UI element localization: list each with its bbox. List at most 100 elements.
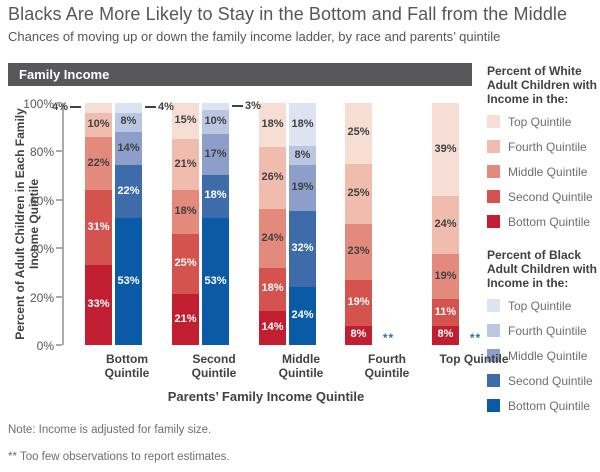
legend-item-label: Top Quintile [508,298,572,313]
segment-value-label: 8% [350,328,367,341]
segment-value-label: 24% [434,218,457,231]
segment-value-label: 22% [87,156,110,169]
bar-segment [85,265,112,345]
bar-segment [289,103,316,147]
segment-value-label: 53% [204,274,227,287]
legend-item-label: Fourth Quintile [508,139,587,154]
legend-swatch [487,299,500,312]
bar-segment [202,174,229,218]
segment-value-label: 24% [261,231,284,244]
legend-item: Middle Quintile [487,164,599,179]
segment-value-label: 11% [434,305,457,318]
legend-item-label: Bottom Quintile [508,214,591,229]
segment-value-label: 14% [261,321,284,334]
bar-segment [259,103,286,147]
y-tick-mark [56,150,62,153]
bar-segment [85,190,112,266]
page-subtitle: Chances of moving up or down the family … [8,29,501,44]
y-tick-mark [56,102,62,104]
bar-segment [259,209,286,268]
suppressed-marker: ** [382,331,395,345]
legend-item-label: Middle Quintile [508,164,588,179]
segment-value-label: 22% [117,184,140,197]
bar-segment [432,196,459,254]
chart-header-band: Family Income [8,63,472,86]
legend-item-label: Second Quintile [508,373,593,388]
bar-segment [259,311,286,345]
legend-white: Percent of White Adult Children with Inc… [487,64,599,240]
legend-item: Top Quintile [487,298,599,313]
legend-swatch [487,190,500,203]
legend-item: Top Quintile [487,114,599,129]
outside-value-label: 3% [230,100,261,113]
footnote-income: Note: Income is adjusted for family size… [8,424,212,436]
bar-segment [172,294,199,345]
segment-value-label: 14% [117,141,140,154]
segment-value-label: 25% [174,256,197,269]
y-tick-mark [56,344,62,346]
bar-segment [85,112,112,137]
segment-value-label: 39% [434,142,457,155]
y-tick-mark [56,198,62,201]
legend-item-label: Middle Quintile [508,348,588,363]
legend-swatch [487,165,500,178]
bar-segment [202,218,229,345]
segment-value-label: 24% [291,309,314,322]
bar-segment [432,253,459,300]
bar-segment [289,165,316,211]
label-connector-dash [70,106,81,109]
legend-swatch [487,115,500,128]
legend-black-header: Percent of Black Adult Children with Inc… [487,248,597,290]
legend-item-label: Top Quintile [508,114,572,129]
segment-value-label: 18% [261,117,284,130]
bar-segment [172,103,199,140]
bar-segment [115,112,142,132]
bar-segment [85,136,112,191]
segment-value-label: 21% [174,312,197,325]
bar-segment [85,103,112,113]
bar-segment [289,146,316,166]
legend-swatch [487,140,500,153]
y-tick-mark [56,247,62,250]
y-tick-label: 40% [29,242,54,257]
legend-swatch [487,399,500,412]
segment-value-label: 19% [434,269,457,282]
segment-value-label: 10% [87,117,110,130]
legend-item: Fourth Quintile [487,139,599,154]
segment-value-label: 10% [204,115,227,128]
bar-segment [115,103,142,113]
segment-value-label: 18% [291,117,314,130]
segment-value-label: 33% [87,298,110,311]
legend-item: Fourth Quintile [487,324,599,338]
x-axis-title: Parents’ Family Income Quintile [167,389,365,404]
segment-value-label: 23% [347,244,370,257]
y-tick-label: 100% [23,97,54,111]
y-axis-line [62,103,64,345]
legend-swatch [487,374,500,387]
x-category-label: Middle Quintile [278,352,324,380]
segment-value-label: 25% [347,186,370,199]
bar-segment [172,139,199,191]
bar-segment [432,299,459,326]
legend-item: Second Quintile [487,190,599,204]
legend-swatch [487,349,500,362]
bar-segment [259,146,286,210]
bar-segment [345,224,372,280]
segment-value-label: 18% [204,189,227,202]
bar-segment [202,134,229,175]
y-tick-label: 60% [29,193,54,208]
legend-black: Percent of Black Adult Children with Inc… [487,248,599,424]
bar-segment [202,103,229,111]
bar-segment [289,287,316,345]
legend-swatch [487,215,500,228]
segment-value-label: 15% [174,114,197,127]
segment-value-label: 17% [204,147,227,160]
x-category-label: Fourth Quintile [364,352,410,380]
segment-value-label: 21% [174,157,197,170]
segment-value-label: 19% [291,181,314,194]
segment-value-label: 25% [347,126,370,139]
bar-segment [202,110,229,135]
segment-value-label: 26% [261,171,284,184]
outside-value-label: 4% [143,101,174,114]
